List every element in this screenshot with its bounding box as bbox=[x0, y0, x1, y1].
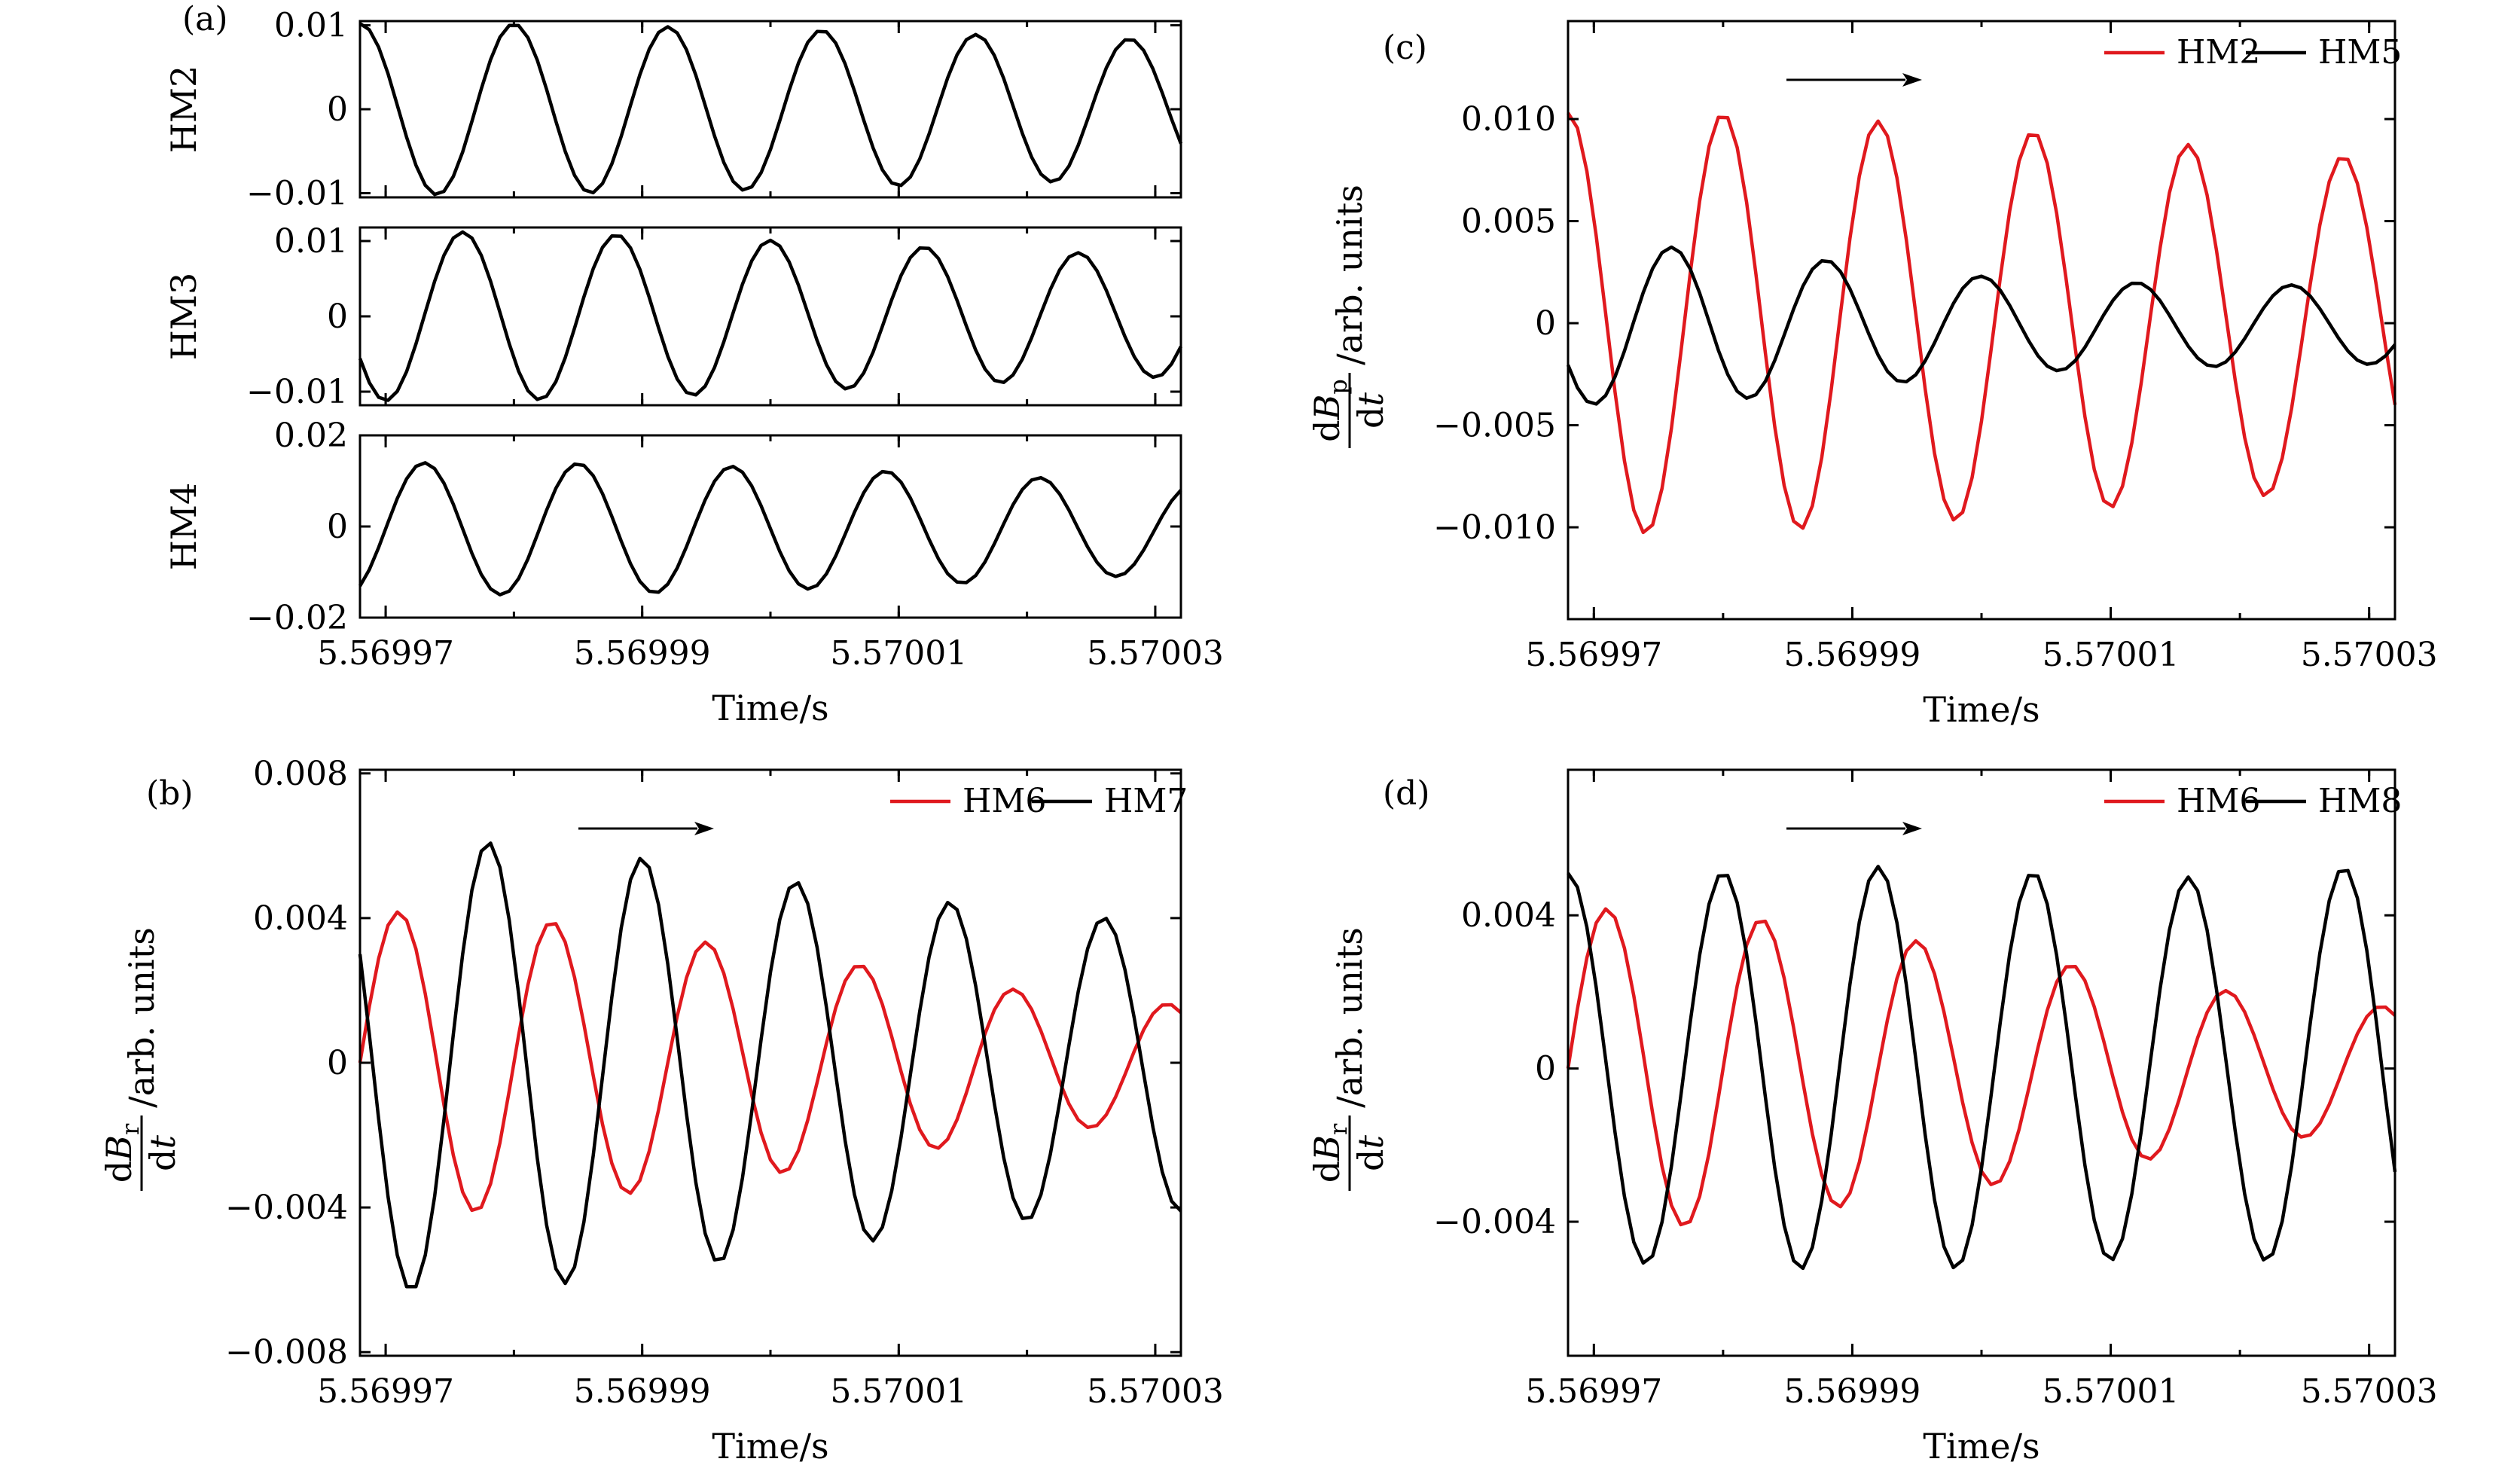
panel-d-xtick-label: 5.57003 bbox=[2301, 1372, 2438, 1411]
panel-b-xtick-label: 5.56997 bbox=[317, 1372, 454, 1411]
panel-b-ytick-label: −0.004 bbox=[225, 1189, 348, 1227]
panel-b-ylabel-numerator: dBr bbox=[99, 1123, 145, 1183]
panel-b-ylabel-denominator: dt bbox=[142, 1135, 183, 1171]
panel-c-legend-label: HM5 bbox=[2318, 33, 2402, 72]
panel-a-hm2-ytick-label: 0.01 bbox=[274, 7, 348, 45]
panel-c-ytick-label: −0.010 bbox=[1433, 508, 1556, 547]
panel-b-ytick-label: 0.008 bbox=[253, 755, 348, 793]
panel-b-xtick-label: 5.57003 bbox=[1087, 1372, 1224, 1411]
panel-c-xtick-label: 5.56999 bbox=[1783, 636, 1921, 674]
panel-d-label: (d) bbox=[1383, 774, 1430, 813]
panel-c-x-axis-label: Time/s bbox=[1923, 689, 2039, 730]
panel-a-hm3-ytick-label: 0 bbox=[327, 298, 348, 336]
panel-a-hm3-row-label: HM3 bbox=[163, 273, 204, 360]
panel-a-hm2-ytick-label: 0 bbox=[327, 90, 348, 129]
panel-d-ytick-label: 0 bbox=[1535, 1050, 1556, 1088]
panel-d-ytick-label: −0.004 bbox=[1433, 1203, 1556, 1241]
panel-d: (d) 0.004 0 −0.004 5.56997 5.56999 5.57001 5.57… bbox=[1307, 768, 2438, 1466]
panel-b-hm7-line bbox=[358, 841, 1182, 1289]
panel-b-direction-arrow-head bbox=[694, 822, 714, 835]
panel-c-plot-frame bbox=[1567, 20, 2396, 621]
panel-d-direction-arrow-head bbox=[1902, 822, 1922, 835]
panel-a-hm4-ytick-label: 0 bbox=[327, 508, 348, 546]
panel-b-label: (b) bbox=[146, 774, 194, 813]
panel-a-label: (a) bbox=[182, 0, 228, 38]
panel-b-ylabel-units: /arb. units bbox=[121, 927, 162, 1108]
panel-c-xtick-label: 5.57001 bbox=[2043, 636, 2180, 674]
panel-a-hm4-xtick-label: 5.57003 bbox=[1087, 634, 1224, 673]
panel-c-xtick-label: 5.57003 bbox=[2301, 636, 2438, 674]
panel-a-hm4-line bbox=[358, 461, 1182, 597]
panel-a-hm3-line bbox=[358, 230, 1182, 402]
panel-c: (c) 0.010 0.005 0 −0.005 −0.010 5.56997 5.56999… bbox=[1307, 20, 2438, 730]
panel-d-xtick-label: 5.56999 bbox=[1783, 1372, 1921, 1411]
panel-b-ytick-label: −0.008 bbox=[225, 1333, 348, 1372]
panel-c-xtick-label: 5.56997 bbox=[1525, 636, 1662, 674]
panel-c-ylabel-numerator: dBp bbox=[1307, 379, 1353, 442]
panel-a-hm4-ytick-label: 0.02 bbox=[274, 417, 348, 455]
panel-c-ytick-label: 0.005 bbox=[1461, 203, 1556, 241]
panel-c-ylabel-units: /arb. units bbox=[1329, 185, 1370, 365]
panel-d-legend-label: HM8 bbox=[2318, 782, 2402, 820]
panel-c-ylabel-denominator: dt bbox=[1350, 392, 1391, 429]
panel-b-legend-label: HM7 bbox=[1104, 782, 1188, 820]
panel-a-hm4-xtick-label: 5.56997 bbox=[317, 634, 454, 673]
panel-b-xtick-label: 5.56999 bbox=[574, 1372, 711, 1411]
panel-d-x-axis-label: Time/s bbox=[1923, 1426, 2039, 1466]
panel-a-hm3-ytick-label: −0.01 bbox=[246, 373, 348, 411]
panel-a-hm4-row-label: HM4 bbox=[163, 483, 204, 570]
panel-c-ytick-label: 0.010 bbox=[1461, 100, 1556, 139]
panel-a-hm2-row-label: HM2 bbox=[163, 66, 204, 153]
panel-a-hm2-plot-frame bbox=[358, 20, 1182, 199]
panel-a-hm4-ytick-label: −0.02 bbox=[246, 599, 348, 637]
panel-d-ylabel-denominator: dt bbox=[1350, 1135, 1391, 1171]
panel-a-hm2-line bbox=[358, 22, 1183, 197]
panel-a-x-axis-label: Time/s bbox=[712, 688, 828, 728]
panel-c-label: (c) bbox=[1383, 29, 1427, 67]
panel-a-hm3-plot-frame bbox=[358, 226, 1182, 407]
panel-d-plot-frame bbox=[1567, 768, 2396, 1357]
panel-d-ytick-label: 0.004 bbox=[1461, 896, 1556, 935]
panel-d-hm8-line bbox=[1567, 865, 2397, 1271]
panel-d-xtick-label: 5.56997 bbox=[1525, 1372, 1662, 1411]
panel-a-hm4-xtick-label: 5.57001 bbox=[830, 634, 967, 673]
panel-b-x-axis-label: Time/s bbox=[712, 1426, 828, 1466]
panel-b-plot-frame bbox=[358, 768, 1182, 1357]
panel-b-hm6-line bbox=[358, 910, 1182, 1213]
panel-b-xtick-label: 5.57001 bbox=[830, 1372, 967, 1411]
panel-b-ytick-label: 0.004 bbox=[253, 899, 348, 938]
panel-a-hm2-ytick-label: −0.01 bbox=[246, 174, 348, 212]
panel-c-hm5-line bbox=[1566, 245, 2396, 406]
panel-d-ylabel-units: /arb. units bbox=[1329, 927, 1370, 1108]
panel-c-ytick-label: 0 bbox=[1535, 304, 1556, 343]
panel-a-hm3-ytick-label: 0.01 bbox=[274, 222, 348, 261]
panel-c-ytick-label: −0.005 bbox=[1433, 407, 1556, 445]
panel-b-ytick-label: 0 bbox=[327, 1044, 348, 1082]
panel-a-hm4-xtick-label: 5.56999 bbox=[574, 634, 711, 673]
panel-c-direction-arrow-head bbox=[1902, 73, 1922, 87]
panel-d-xtick-label: 5.57001 bbox=[2043, 1372, 2180, 1411]
panel-a: (a) 0.010−0.01HM20.010−0.01HM30.020−0.025… bbox=[163, 0, 1224, 728]
panel-d-ylabel-numerator: dBr bbox=[1307, 1123, 1353, 1183]
panel-c-hm2-line bbox=[1567, 111, 2397, 535]
